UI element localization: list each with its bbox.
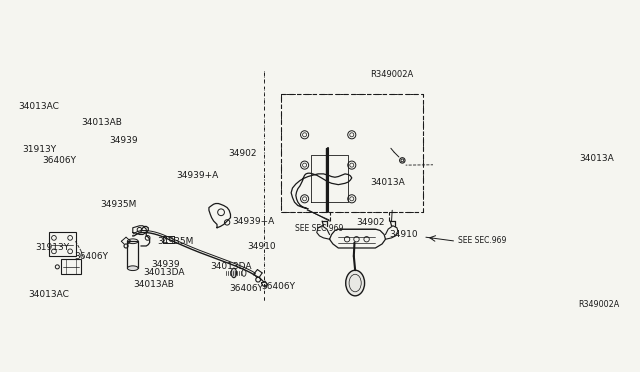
Text: 34902: 34902 [228, 149, 256, 158]
Text: 31913Y: 31913Y [22, 145, 56, 154]
Text: 36406Y: 36406Y [229, 284, 263, 293]
Text: 34013AC: 34013AC [28, 290, 69, 299]
Text: 34013AB: 34013AB [132, 280, 173, 289]
Bar [127, 241, 138, 268]
Text: 34013AB: 34013AB [81, 118, 122, 127]
Bar [61, 259, 81, 274]
Text: R349002A: R349002A [578, 300, 620, 309]
Text: 34935M: 34935M [100, 200, 137, 209]
Text: SEE SEC.969: SEE SEC.969 [458, 236, 507, 245]
Text: 34939+A: 34939+A [176, 171, 218, 180]
Text: 34013DA: 34013DA [144, 268, 185, 277]
Ellipse shape [346, 270, 365, 296]
Text: 34935M: 34935M [157, 237, 194, 246]
Text: 34013AC: 34013AC [19, 102, 60, 111]
Text: 34939: 34939 [151, 260, 180, 269]
Text: 34013DA: 34013DA [211, 262, 252, 271]
Text: 34939: 34939 [109, 137, 138, 145]
Text: 34013A: 34013A [580, 154, 614, 163]
Text: 34910: 34910 [389, 230, 417, 239]
Bar [49, 232, 76, 256]
Ellipse shape [127, 266, 138, 270]
Text: 31913Y: 31913Y [36, 244, 70, 253]
Text: 36406Y: 36406Y [42, 157, 76, 166]
Text: 34013A: 34013A [370, 178, 405, 187]
Text: 34910: 34910 [247, 242, 276, 251]
Ellipse shape [231, 268, 237, 278]
Text: 34939+A: 34939+A [232, 217, 274, 226]
Text: 34902: 34902 [356, 218, 385, 227]
Text: SEE SEC.969: SEE SEC.969 [294, 224, 343, 233]
Text: R349002A: R349002A [370, 70, 413, 79]
Text: 36406Y: 36406Y [74, 251, 108, 260]
Text: 36406Y: 36406Y [261, 282, 295, 291]
